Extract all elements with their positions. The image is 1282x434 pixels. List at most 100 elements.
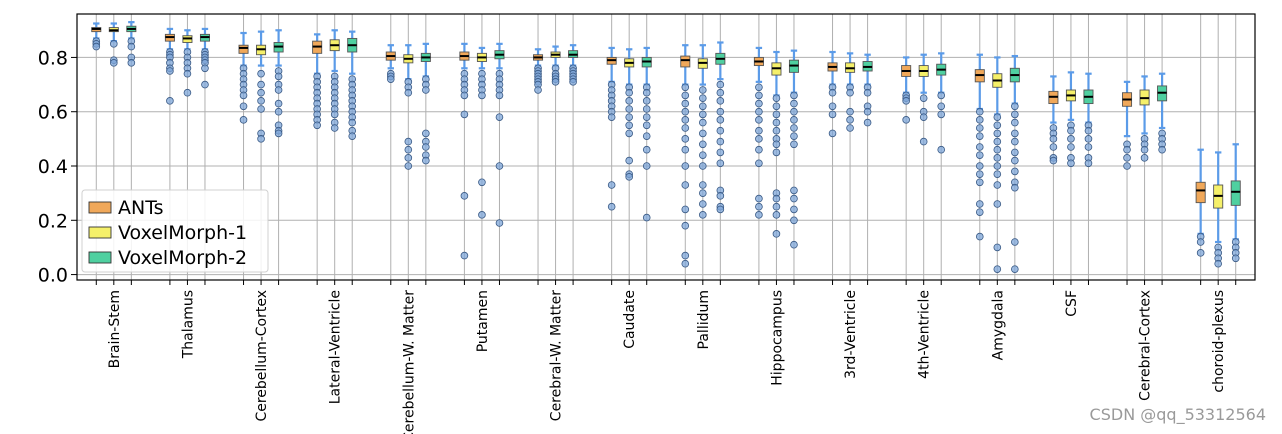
y-axis: 0.0 0.2 0.4 0.6 0.8 bbox=[38, 47, 77, 287]
y-tick-label: 0.0 bbox=[38, 265, 68, 287]
outlier-point bbox=[460, 91, 469, 100]
outlier-point bbox=[975, 170, 984, 178]
outlier-point bbox=[166, 97, 174, 105]
box-VoxelMorph-2-Cerebral-Cortex bbox=[1157, 72, 1168, 154]
outlier-point bbox=[699, 200, 707, 208]
outlier-point bbox=[569, 78, 577, 86]
outlier-point bbox=[937, 145, 946, 154]
legend: ANTs VoxelMorph-1 VoxelMorph-2 bbox=[81, 189, 269, 273]
outlier-point bbox=[495, 91, 504, 100]
box-VoxelMorph-1-Caudate bbox=[624, 48, 635, 181]
x-tick-label: Pallidum bbox=[696, 290, 712, 349]
box-body bbox=[238, 44, 249, 54]
box-ANTs-CSF bbox=[1048, 75, 1059, 165]
outlier-point bbox=[422, 156, 430, 165]
x-tick-label: Thalamus bbox=[180, 290, 196, 359]
box-ANTs-Brain-Stem bbox=[91, 22, 102, 51]
outlier-point bbox=[716, 126, 725, 135]
outlier-point bbox=[386, 75, 395, 83]
outlier-point bbox=[699, 110, 707, 119]
outlier-point bbox=[422, 129, 430, 138]
outlier-point bbox=[699, 102, 707, 111]
x-tick-label: Caudate bbox=[622, 290, 638, 349]
x-tick-label: choroid-plexus bbox=[1211, 290, 1227, 393]
outlier-point bbox=[772, 126, 781, 135]
outlier-point bbox=[772, 194, 781, 203]
outlier-point bbox=[404, 88, 413, 97]
x-tick-label: Amygdala bbox=[990, 290, 1006, 360]
legend-box bbox=[81, 189, 269, 273]
box-VoxelMorph-1-Cerebellum-Cortex bbox=[256, 30, 267, 143]
legend-swatch-ANTs bbox=[88, 201, 112, 214]
box-ANTs-Putamen bbox=[459, 42, 470, 260]
outlier-point bbox=[755, 202, 763, 211]
outlier-point bbox=[1011, 110, 1019, 119]
watermark-text: CSDN @qq_53312564 bbox=[1089, 405, 1266, 424]
outlier-point bbox=[681, 259, 690, 268]
box-VoxelMorph-1-Thalamus bbox=[182, 29, 193, 97]
outlier-point bbox=[790, 99, 798, 108]
box-ANTs-Thalamus bbox=[164, 27, 175, 105]
outlier-point bbox=[1011, 238, 1019, 246]
box-ANTs-Lateral-Ventricle bbox=[312, 33, 323, 130]
outlier-point bbox=[699, 181, 707, 189]
outlier-point bbox=[495, 219, 504, 227]
outlier-point bbox=[551, 78, 560, 86]
outlier-point bbox=[790, 240, 798, 249]
outlier-point bbox=[642, 121, 651, 130]
outlier-point bbox=[1067, 135, 1075, 143]
box-VoxelMorph-2-3rd-Ventricle bbox=[862, 53, 873, 127]
box-VoxelMorph-2-Caudate bbox=[641, 46, 652, 222]
outlier-point bbox=[681, 107, 690, 116]
box-VoxelMorph-1-Cerebral-W. Matter bbox=[550, 45, 561, 86]
outlier-point bbox=[1011, 183, 1019, 192]
box-VoxelMorph-2-Lateral-Ventricle bbox=[347, 30, 358, 140]
outlier-point bbox=[330, 124, 339, 132]
outlier-point bbox=[404, 154, 413, 162]
outlier-point bbox=[201, 64, 209, 73]
outlier-point bbox=[1011, 137, 1019, 146]
outlier-point bbox=[863, 118, 872, 127]
outlier-point bbox=[699, 140, 707, 149]
y-tick-label: 0.6 bbox=[38, 102, 68, 124]
outlier-point bbox=[404, 162, 413, 170]
outlier-point bbox=[625, 105, 633, 113]
outlier-point bbox=[755, 211, 763, 219]
outlier-point bbox=[902, 116, 910, 124]
outlier-point bbox=[681, 221, 690, 230]
outlier-point bbox=[716, 137, 725, 146]
box-VoxelMorph-1-Pallidum bbox=[697, 44, 708, 219]
outlier-point bbox=[681, 124, 690, 132]
outlier-point bbox=[755, 126, 763, 135]
outlier-point bbox=[166, 67, 174, 75]
outlier-point bbox=[642, 105, 651, 113]
outlier-point bbox=[478, 91, 486, 100]
outlier-point bbox=[790, 216, 798, 225]
legend-label-VoxelMorph-2: VoxelMorph-2 bbox=[118, 247, 247, 269]
outlier-point bbox=[716, 88, 725, 97]
outlier-point bbox=[975, 151, 984, 159]
outlier-point bbox=[790, 91, 798, 100]
outlier-point bbox=[183, 88, 192, 97]
outlier-point bbox=[201, 80, 209, 89]
outlier-point bbox=[699, 94, 707, 102]
box-ANTs-Cerebellum-W. Matter bbox=[385, 44, 396, 83]
outlier-point bbox=[274, 72, 283, 81]
outlier-point bbox=[642, 132, 651, 140]
outlier-point bbox=[716, 205, 725, 214]
outlier-point bbox=[274, 129, 283, 138]
outlier-point bbox=[681, 135, 690, 143]
box-ANTs-4th-Ventricle bbox=[901, 56, 912, 124]
outlier-point bbox=[790, 194, 798, 203]
outlier-point bbox=[699, 118, 707, 127]
outlier-point bbox=[699, 151, 707, 159]
outlier-point bbox=[716, 192, 725, 200]
outlier-point bbox=[772, 110, 781, 119]
outlier-point bbox=[716, 159, 725, 168]
outlier-point bbox=[772, 94, 781, 102]
legend-swatch-VoxelMorph-2 bbox=[88, 251, 112, 264]
outlier-point bbox=[183, 69, 192, 78]
box-ANTs-3rd-Ventricle bbox=[827, 50, 838, 138]
outlier-point bbox=[274, 107, 283, 116]
